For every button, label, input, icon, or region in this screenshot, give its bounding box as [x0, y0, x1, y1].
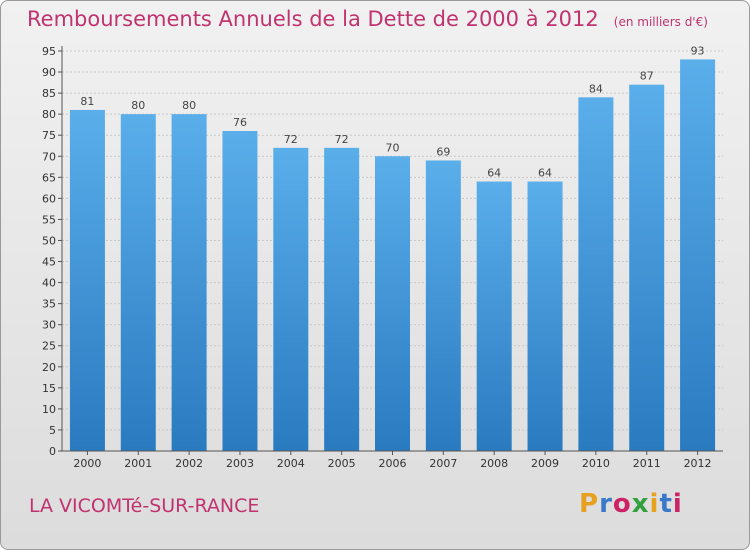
- y-tick-label: 85: [42, 87, 56, 100]
- y-tick-label: 30: [42, 319, 56, 332]
- y-tick-label: 50: [42, 234, 56, 247]
- y-tick-label: 45: [42, 256, 56, 269]
- bar-2001: [120, 114, 156, 451]
- y-tick-label: 5: [49, 424, 56, 437]
- data-label-2003: 76: [233, 116, 247, 129]
- logo-letter: x: [631, 489, 650, 519]
- y-tick-label: 80: [42, 108, 56, 121]
- bar-2003: [222, 131, 258, 451]
- bar-2011: [629, 84, 665, 452]
- bar-2002: [171, 114, 207, 451]
- data-label-2006: 70: [386, 141, 400, 154]
- y-tick-label: 0: [49, 445, 56, 458]
- data-label-2010: 84: [589, 82, 603, 95]
- logo-letter: P: [579, 489, 600, 519]
- y-tick-label: 75: [42, 129, 56, 142]
- y-tick-label: 25: [42, 340, 56, 353]
- x-tick-label-2003: 2003: [226, 457, 254, 470]
- bar-2012: [680, 59, 716, 451]
- bar-2007: [425, 160, 461, 451]
- y-tick-label: 60: [42, 192, 56, 205]
- bars: 81 80 80 76 72 72 70 69 64 64 84 87 93: [69, 44, 716, 452]
- bar-2006: [375, 156, 410, 451]
- axes: 0 5 10 15 20 25 30 35 40 45 50 55 60 65 70 75 80 85 90 95 20…: [42, 45, 723, 470]
- x-tick-label-2004: 2004: [277, 457, 305, 470]
- x-tick-label-2001: 2001: [124, 457, 152, 470]
- data-label-2005: 72: [335, 133, 349, 146]
- x-tick-label-2011: 2011: [633, 457, 661, 470]
- y-tick-label: 55: [42, 213, 56, 226]
- y-tick-label: 90: [42, 66, 56, 79]
- bar-2005: [324, 147, 360, 451]
- logo-letter: t: [659, 489, 673, 519]
- x-tick-label-2007: 2007: [429, 457, 457, 470]
- x-tick-label-2006: 2006: [379, 457, 407, 470]
- bar-2009: [527, 181, 563, 452]
- x-tick-label-2010: 2010: [582, 457, 610, 470]
- data-label-2000: 81: [80, 95, 94, 108]
- data-label-2007: 69: [436, 145, 450, 158]
- title-text: Remboursements Annuels de la Dette de 20…: [27, 7, 599, 31]
- y-tick-label: 65: [42, 171, 56, 184]
- bar-2004: [273, 147, 309, 451]
- data-label-2001: 80: [131, 99, 145, 112]
- y-tick-label: 70: [42, 150, 56, 163]
- x-tick-label-2000: 2000: [73, 457, 101, 470]
- y-tick-label: 35: [42, 298, 56, 311]
- unit-text: (en milliers d'€): [613, 15, 708, 29]
- x-tick-label-2012: 2012: [684, 457, 712, 470]
- logo-letter: r: [599, 489, 613, 519]
- proxiti-logo: Proxiti: [579, 489, 683, 519]
- bar-2008: [476, 181, 512, 452]
- x-tick-label-2009: 2009: [531, 457, 559, 470]
- chart-title: Remboursements Annuels de la Dette de 20…: [27, 7, 708, 31]
- logo-letter: i: [649, 489, 660, 519]
- y-tick-label: 20: [42, 361, 56, 374]
- y-tick-label: 40: [42, 277, 56, 290]
- data-label-2012: 93: [691, 44, 705, 57]
- x-tick-label-2002: 2002: [175, 457, 203, 470]
- commune-name: LA VICOMTé-SUR-RANCE: [29, 495, 260, 517]
- y-tick-label: 95: [42, 45, 56, 58]
- y-tick-label: 15: [42, 382, 56, 395]
- data-label-2011: 87: [640, 70, 654, 83]
- data-label-2009: 64: [538, 167, 552, 180]
- x-tick-label-2005: 2005: [328, 457, 356, 470]
- bar-2000: [69, 109, 105, 452]
- logo-letter: o: [612, 489, 632, 519]
- y-tick-label: 10: [42, 403, 56, 416]
- data-label-2008: 64: [487, 167, 501, 180]
- data-label-2002: 80: [182, 99, 196, 112]
- data-label-2004: 72: [284, 133, 298, 146]
- bar-2010: [578, 97, 614, 451]
- x-tick-label-2008: 2008: [480, 457, 508, 470]
- logo-letter: i: [672, 489, 683, 519]
